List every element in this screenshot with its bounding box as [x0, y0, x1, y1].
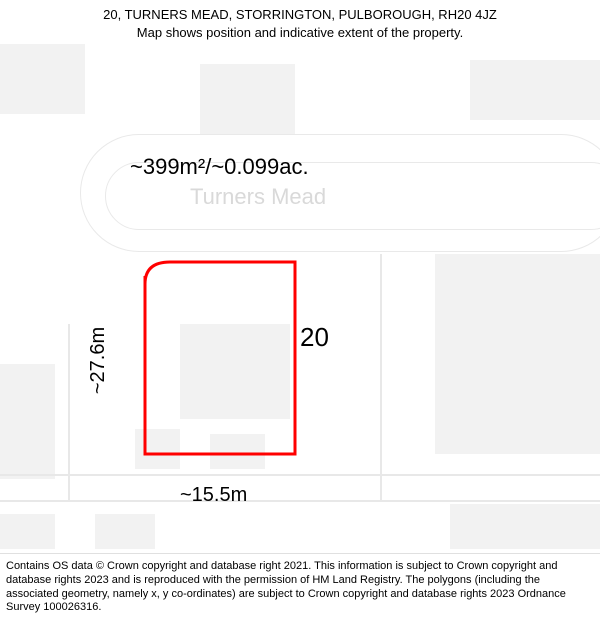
road-name-label: Turners Mead [190, 184, 326, 210]
house-number-label: 20 [300, 322, 329, 353]
subtitle-line: Map shows position and indicative extent… [10, 24, 590, 42]
width-label: ~15.5m [180, 484, 247, 507]
area-label: ~399m²/~0.099ac. [130, 154, 309, 180]
map-area: Turners Mead ~399m²/~0.099ac. ~27.6m ~15… [0, 44, 600, 545]
footer-copyright: Contains OS data © Crown copyright and d… [0, 553, 600, 625]
header: 20, TURNERS MEAD, STORRINGTON, PULBOROUG… [0, 0, 600, 45]
property-boundary [0, 44, 600, 545]
address-line: 20, TURNERS MEAD, STORRINGTON, PULBOROUG… [10, 6, 590, 24]
height-label: ~27.6m [87, 327, 110, 394]
